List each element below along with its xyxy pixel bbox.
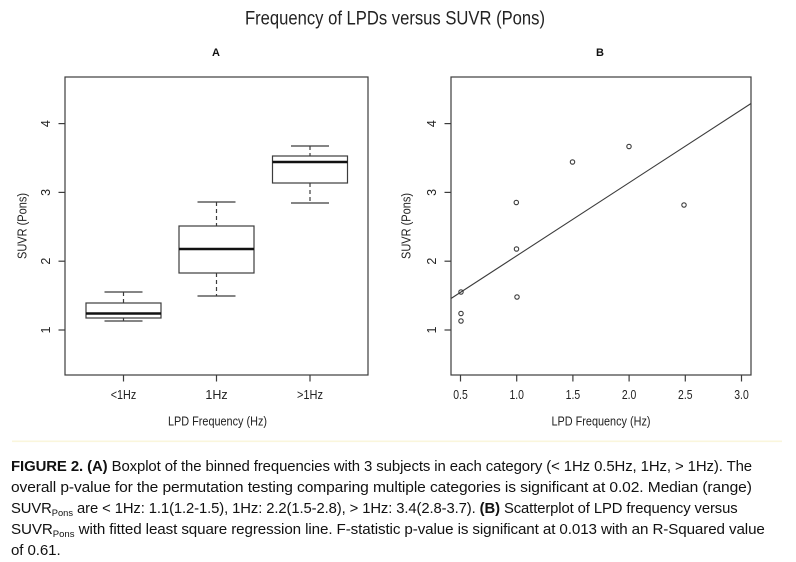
svg-text:3.0: 3.0 <box>734 388 749 402</box>
svg-text:SUVR (Pons): SUVR (Pons) <box>15 193 29 259</box>
svg-text:1: 1 <box>425 326 439 333</box>
svg-text:3: 3 <box>425 189 439 196</box>
svg-text:4: 4 <box>39 120 53 127</box>
svg-text:2.0: 2.0 <box>622 388 637 402</box>
svg-text:A: A <box>212 47 220 59</box>
svg-text:Frequency of LPDs versus SUVR: Frequency of LPDs versus SUVR (Pons) <box>245 8 545 30</box>
svg-text:LPD Frequency (Hz): LPD Frequency (Hz) <box>552 414 651 428</box>
svg-text:>1Hz: >1Hz <box>297 388 323 402</box>
svg-text:1.0: 1.0 <box>509 388 524 402</box>
svg-text:B: B <box>596 47 604 59</box>
svg-text:0.5: 0.5 <box>453 388 468 402</box>
svg-text:SUVR (Pons): SUVR (Pons) <box>399 193 413 259</box>
svg-text:2: 2 <box>425 258 439 265</box>
svg-text:<1Hz: <1Hz <box>111 388 137 402</box>
svg-text:LPD Frequency (Hz): LPD Frequency (Hz) <box>168 414 267 428</box>
svg-text:2.5: 2.5 <box>678 388 693 402</box>
svg-text:1.5: 1.5 <box>566 388 581 402</box>
svg-text:1: 1 <box>39 326 53 333</box>
svg-text:3: 3 <box>39 189 53 196</box>
svg-text:4: 4 <box>425 120 439 127</box>
svg-text:2: 2 <box>39 258 53 265</box>
svg-text:1Hz: 1Hz <box>205 388 227 402</box>
